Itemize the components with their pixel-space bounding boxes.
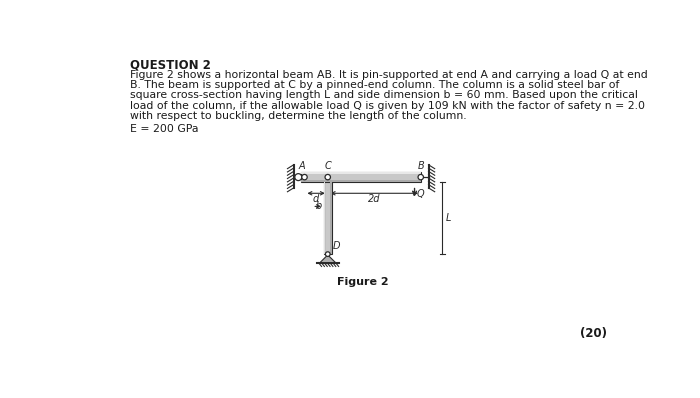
Bar (330, 182, 332, 254)
Bar (300, 180, 421, 182)
Text: Figure 2: Figure 2 (337, 277, 389, 287)
Text: B: B (418, 161, 425, 171)
Text: 2d: 2d (368, 194, 381, 204)
Circle shape (302, 174, 307, 180)
Circle shape (326, 252, 330, 256)
Text: A: A (299, 161, 305, 171)
Text: (20): (20) (580, 328, 607, 340)
Circle shape (418, 174, 424, 180)
Text: Figure 2 shows a horizontal beam AB. It is pin-supported at end A and carrying a: Figure 2 shows a horizontal beam AB. It … (130, 70, 648, 80)
Text: load of the column, if the allowable load Q is given by 109 kN with the factor o: load of the column, if the allowable loa… (130, 101, 645, 111)
Text: L: L (446, 213, 451, 223)
Polygon shape (320, 255, 335, 263)
Text: with respect to buckling, determine the length of the column.: with respect to buckling, determine the … (130, 111, 467, 121)
Text: d: d (313, 194, 319, 204)
Text: Q: Q (417, 189, 424, 199)
Text: B. The beam is supported at C by a pinned-end column. The column is a solid stee: B. The beam is supported at C by a pinne… (130, 80, 620, 90)
Text: E = 200 GPa: E = 200 GPa (130, 124, 199, 134)
Bar (300, 172, 421, 182)
Text: square cross-section having length L and side dimension b = 60 mm. Based upon th: square cross-section having length L and… (130, 90, 638, 100)
Text: QUESTION 2: QUESTION 2 (130, 59, 211, 72)
Text: C: C (324, 161, 331, 171)
Circle shape (295, 174, 302, 181)
Text: b: b (316, 201, 322, 211)
Circle shape (325, 174, 330, 180)
Text: D: D (333, 241, 341, 251)
Bar (324, 182, 332, 254)
Bar (300, 172, 421, 174)
Bar (324, 182, 326, 254)
